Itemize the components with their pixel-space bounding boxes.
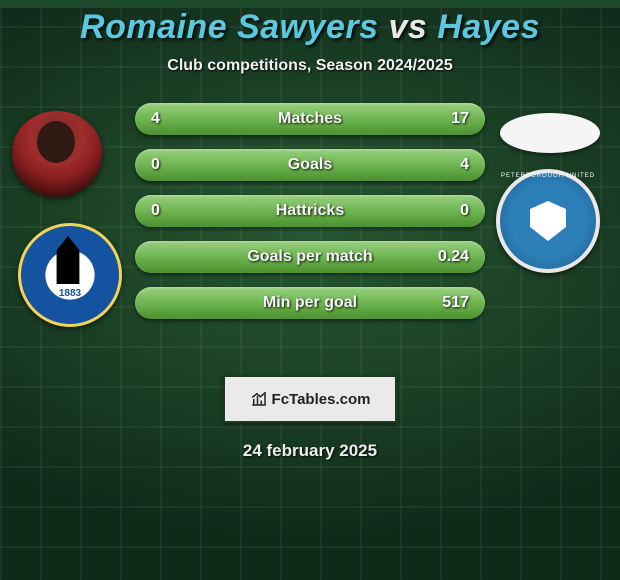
watermark-text: FcTables.com xyxy=(272,391,371,408)
stat-value-p1: 0 xyxy=(151,156,160,174)
stat-row-goals: 0 Goals 4 xyxy=(135,149,485,181)
player2-club-badge xyxy=(496,169,600,273)
player1-photo xyxy=(12,111,102,197)
stat-rows: 4 Matches 17 0 Goals 4 0 Hattricks 0 Goa… xyxy=(135,103,485,319)
stat-value-p2: 17 xyxy=(451,110,469,128)
stat-row-matches: 4 Matches 17 xyxy=(135,103,485,135)
stat-value-p2: 517 xyxy=(442,294,469,312)
player2-name: Hayes xyxy=(437,8,540,46)
watermark-badge: FcTables.com xyxy=(223,375,397,423)
player1-club-badge xyxy=(18,223,122,327)
stat-label: Goals xyxy=(135,156,485,174)
page-title: Romaine Sawyers vs Hayes xyxy=(0,8,620,47)
subtitle: Club competitions, Season 2024/2025 xyxy=(0,57,620,75)
stats-area: 4 Matches 17 0 Goals 4 0 Hattricks 0 Goa… xyxy=(0,103,620,353)
stat-value-p1: 0 xyxy=(151,202,160,220)
stat-label: Matches xyxy=(135,110,485,128)
player2-photo-placeholder xyxy=(500,113,600,153)
stat-value-p2: 0 xyxy=(460,202,469,220)
stat-label: Hattricks xyxy=(135,202,485,220)
stat-row-hattricks: 0 Hattricks 0 xyxy=(135,195,485,227)
stat-label: Min per goal xyxy=(135,294,485,312)
stat-value-p2: 4 xyxy=(460,156,469,174)
stat-value-p1: 4 xyxy=(151,110,160,128)
stat-row-goals-per-match: Goals per match 0.24 xyxy=(135,241,485,273)
player1-name: Romaine Sawyers xyxy=(80,8,379,46)
vs-text: vs xyxy=(389,8,428,46)
stat-label: Goals per match xyxy=(135,248,485,266)
stat-row-min-per-goal: Min per goal 517 xyxy=(135,287,485,319)
stat-value-p2: 0.24 xyxy=(438,248,469,266)
chart-icon xyxy=(250,390,268,408)
date-text: 24 february 2025 xyxy=(0,441,620,461)
